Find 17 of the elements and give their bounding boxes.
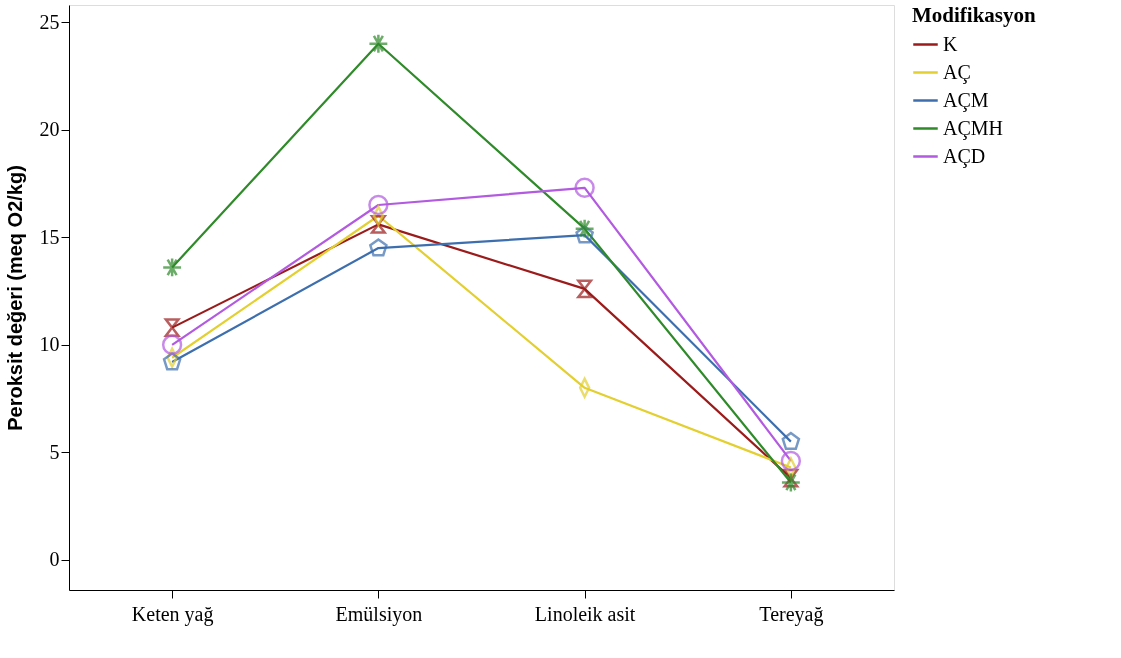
y-tick-label: 0 xyxy=(49,548,60,571)
legend-label: AÇMH xyxy=(943,116,1004,140)
legend-title: Modifikasyon xyxy=(912,3,1037,27)
legend-label: K xyxy=(943,32,958,55)
y-tick-label: 20 xyxy=(39,118,60,141)
y-tick-label: 15 xyxy=(39,225,60,248)
legend-label: AÇM xyxy=(943,88,989,112)
x-tick-label: Tereyağ xyxy=(759,602,824,626)
y-axis-title: Peroksit değeri (meq O2/kg) xyxy=(3,165,26,431)
y-tick-label: 5 xyxy=(49,440,60,463)
x-tick-label: Keten yağ xyxy=(131,602,214,626)
y-tick-label: 25 xyxy=(39,10,60,33)
y-tick-label: 10 xyxy=(39,333,60,356)
legend-label: AÇD xyxy=(943,144,986,168)
legend-label: AÇ xyxy=(943,60,971,84)
x-tick-label: Emülsiyon xyxy=(335,602,423,626)
x-tick-label: Linoleik asit xyxy=(534,602,636,625)
